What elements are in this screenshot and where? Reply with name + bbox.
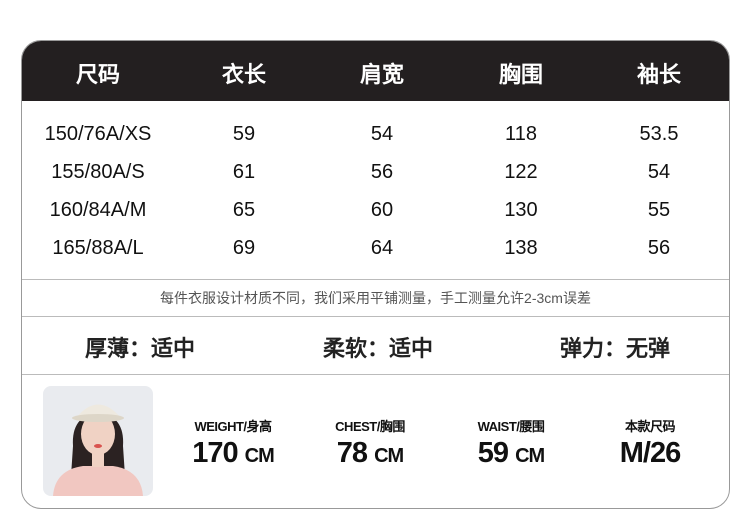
stat-label: WEIGHT/身高: [194, 419, 272, 434]
model-height: WEIGHT/身高 170 CM: [192, 416, 275, 470]
cell-size: 165/88A/L: [52, 237, 144, 259]
model-size: 本款尺码 M/26: [619, 416, 681, 470]
stat-unit: CM: [244, 445, 275, 467]
cell-chest: 122: [504, 161, 538, 183]
stat-value: 78: [336, 437, 368, 469]
stat-value: 59: [477, 437, 509, 469]
attr-softness: 柔软：适中: [322, 336, 434, 361]
stat-label: CHEST/胸围: [335, 419, 405, 434]
cell-shoulder: 60: [370, 199, 394, 221]
header-chest: 胸围: [498, 62, 544, 87]
cell-size: 150/76A/XS: [44, 123, 152, 145]
header-length: 衣长: [221, 62, 267, 87]
cell-sleeve: 54: [647, 161, 671, 183]
cell-sleeve: 55: [647, 199, 671, 221]
cell-shoulder: 54: [370, 123, 394, 145]
header-size: 尺码: [75, 62, 121, 87]
cell-length: 69: [232, 237, 256, 259]
attr-thickness: 厚薄：适中: [84, 336, 196, 361]
model-chest: CHEST/胸围 78 CM: [335, 416, 405, 470]
stat-label: 本款尺码: [624, 419, 676, 434]
cell-length: 61: [232, 161, 256, 183]
measurement-note: 每件衣服设计材质不同，我们采用平铺测量，手工测量允许2-3cm误差: [160, 290, 591, 306]
model-photo: [43, 386, 153, 496]
table-row: 150/76A/XS 59 54 118 53.5: [22, 123, 729, 161]
stat-unit: CM: [515, 445, 545, 467]
table-row: 165/88A/L 69 64 138 56: [22, 237, 729, 275]
stat-value: 170: [192, 437, 238, 469]
cell-size: 160/84A/M: [49, 199, 147, 221]
cell-shoulder: 64: [370, 237, 394, 259]
table-row: 155/80A/S 61 56 122 54: [22, 161, 729, 199]
divider: [22, 316, 729, 317]
model-waist: WAIST/腰围 59 CM: [477, 416, 546, 470]
divider: [22, 374, 729, 375]
cell-chest: 130: [504, 199, 538, 221]
cell-shoulder: 56: [370, 161, 394, 183]
stat-value: M/26: [619, 437, 681, 469]
cell-sleeve: 56: [647, 237, 671, 259]
stat-unit: CM: [374, 445, 404, 467]
divider: [22, 279, 729, 280]
header-sleeve: 袖长: [636, 62, 682, 87]
table-row: 160/84A/M 65 60 130 55: [22, 199, 729, 237]
cell-chest: 118: [505, 123, 537, 145]
cell-size: 155/80A/S: [51, 161, 145, 183]
cell-chest: 138: [504, 237, 538, 259]
stat-label: WAIST/腰围: [477, 419, 545, 434]
cell-length: 65: [232, 199, 256, 221]
attr-elasticity: 弹力：无弹: [559, 336, 671, 361]
cell-length: 59: [232, 123, 256, 145]
table-header: 尺码 衣长 肩宽 胸围 袖长: [22, 41, 729, 101]
cell-sleeve: 53.5: [639, 123, 679, 145]
header-shoulder: 肩宽: [359, 62, 405, 87]
size-chart-card: 尺码 衣长 肩宽 胸围 袖长 150/76A/XS 59 54 118 53.5…: [21, 40, 730, 509]
